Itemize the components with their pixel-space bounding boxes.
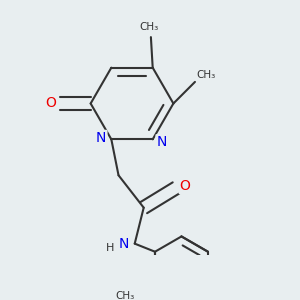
Text: N: N: [96, 131, 106, 145]
Text: CH₃: CH₃: [140, 22, 159, 32]
Text: O: O: [46, 97, 56, 110]
Text: H: H: [106, 243, 114, 253]
Text: CH₃: CH₃: [196, 70, 215, 80]
Text: CH₃: CH₃: [116, 291, 135, 300]
Text: N: N: [157, 135, 167, 149]
Text: O: O: [180, 179, 190, 193]
Text: N: N: [119, 237, 129, 250]
